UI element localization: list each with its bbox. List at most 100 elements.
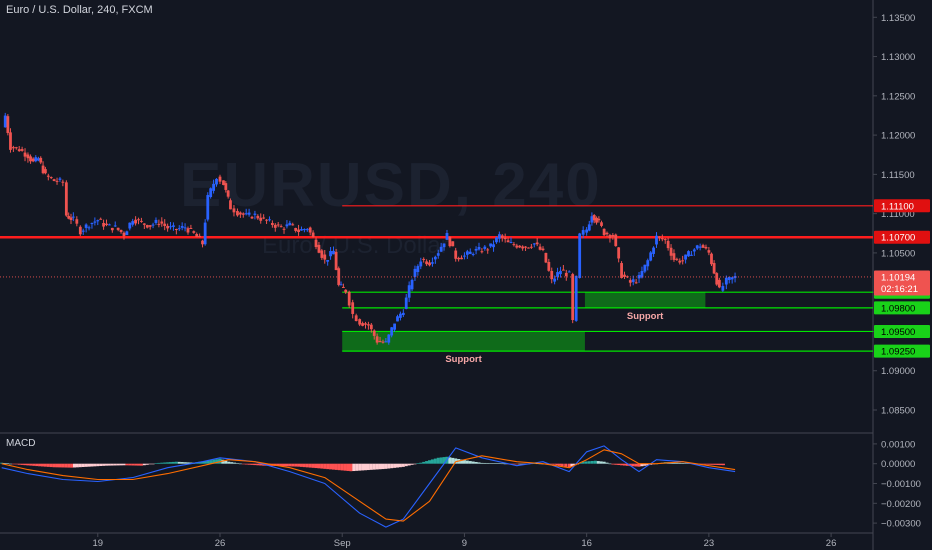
candle-body <box>581 230 585 235</box>
candle-body <box>425 261 429 265</box>
candle-body <box>597 218 601 221</box>
candle-body <box>640 271 644 278</box>
candle-body <box>701 245 705 248</box>
macd-histogram-bar <box>72 463 76 468</box>
candle-body <box>71 216 75 218</box>
support-zone-label: Support <box>627 311 664 322</box>
candle-body <box>367 324 370 326</box>
macd-histogram-bar <box>148 463 152 465</box>
support-zone <box>342 331 585 352</box>
candle-body <box>11 147 15 149</box>
candle-body <box>41 165 45 174</box>
macd-histogram-bar <box>460 459 464 464</box>
candle-body <box>23 152 27 157</box>
macd-histogram-bar <box>70 463 74 468</box>
macd-histogram-bar <box>684 463 688 464</box>
candle-body <box>20 149 24 151</box>
macd-histogram-bar <box>259 463 263 466</box>
time-tick-label: Sep <box>334 538 351 549</box>
macd-histogram-bar <box>52 463 56 468</box>
macd-histogram-bar <box>93 463 97 467</box>
macd-histogram-bar <box>555 463 559 466</box>
candle-body <box>564 272 568 277</box>
candle-body <box>151 224 155 226</box>
candle-body <box>556 272 559 277</box>
macd-histogram-bar <box>46 463 50 467</box>
macd-histogram-bar <box>11 463 15 465</box>
macd-histogram-bar <box>160 462 164 464</box>
candle-body <box>524 246 527 248</box>
candle-body <box>256 215 260 219</box>
macd-histogram-bar <box>401 463 405 467</box>
macd-histogram-bar <box>40 463 44 467</box>
macd-histogram-bar <box>17 463 21 465</box>
candle-body <box>652 247 655 254</box>
candle-body <box>125 231 129 236</box>
candle-body <box>166 225 170 229</box>
macd-histogram-bar <box>480 462 484 464</box>
macd-histogram-bar <box>518 463 522 465</box>
last-price-value: 1.10194 <box>881 272 915 283</box>
macd-histogram-bar <box>294 463 298 467</box>
candle-body <box>26 154 30 159</box>
macd-histogram-bar <box>474 461 478 464</box>
macd-histogram-bar <box>710 463 714 465</box>
candle-body <box>17 149 21 152</box>
candle-body <box>500 235 504 238</box>
macd-histogram-bar <box>55 463 59 468</box>
macd-histogram-bar <box>462 460 466 464</box>
candle-body <box>270 223 274 226</box>
candle-body <box>410 279 414 290</box>
macd-histogram-bar <box>215 459 219 464</box>
candle-body <box>58 178 62 180</box>
macd-histogram-bar <box>235 463 239 464</box>
macd-histogram-bar <box>387 463 391 469</box>
macd-histogram-bar <box>611 463 615 465</box>
macd-histogram-bar <box>570 463 574 467</box>
macd-histogram-bar <box>550 463 554 465</box>
candle-body <box>259 217 263 221</box>
candle-body <box>206 195 210 220</box>
macd-histogram-bar <box>305 463 309 468</box>
macd-histogram-bar <box>206 460 210 464</box>
candle-body <box>608 234 612 239</box>
candle-body <box>110 227 114 231</box>
macd-histogram-bar <box>87 463 91 467</box>
macd-histogram-bar <box>212 459 216 464</box>
candle-body <box>247 212 251 215</box>
candle-body <box>226 190 230 197</box>
macd-histogram-bar <box>203 460 207 464</box>
macd-histogram-bar <box>608 463 612 465</box>
candle-body <box>6 116 10 133</box>
macd-histogram-bar <box>614 463 618 465</box>
candle-body <box>96 220 100 222</box>
candle-body <box>84 224 88 228</box>
candle-body <box>559 270 562 275</box>
macd-histogram-bar <box>282 463 286 467</box>
candle-body <box>384 341 388 343</box>
candle-body <box>332 250 335 255</box>
macd-histogram-bar <box>326 463 330 470</box>
candle-body <box>250 216 254 219</box>
candle-body <box>378 340 382 342</box>
candle-body <box>381 341 385 343</box>
candle-body <box>605 232 609 235</box>
candle-body <box>329 250 332 257</box>
candle-body <box>454 250 458 259</box>
macd-histogram-bar <box>14 463 18 465</box>
macd-histogram-bar <box>620 463 624 466</box>
candle-body <box>46 175 50 177</box>
macd-histogram-bar <box>578 462 582 464</box>
macd-histogram-bar <box>599 461 603 464</box>
macd-histogram-bar <box>625 463 629 466</box>
candle-body <box>684 254 687 260</box>
candle-body <box>574 275 578 321</box>
candle-body <box>347 291 351 306</box>
candle-body <box>413 268 417 277</box>
candle-body <box>431 262 434 264</box>
candle-body <box>387 334 391 343</box>
candle-body <box>37 158 40 161</box>
candle-body <box>715 273 719 285</box>
candle-body <box>474 248 478 251</box>
